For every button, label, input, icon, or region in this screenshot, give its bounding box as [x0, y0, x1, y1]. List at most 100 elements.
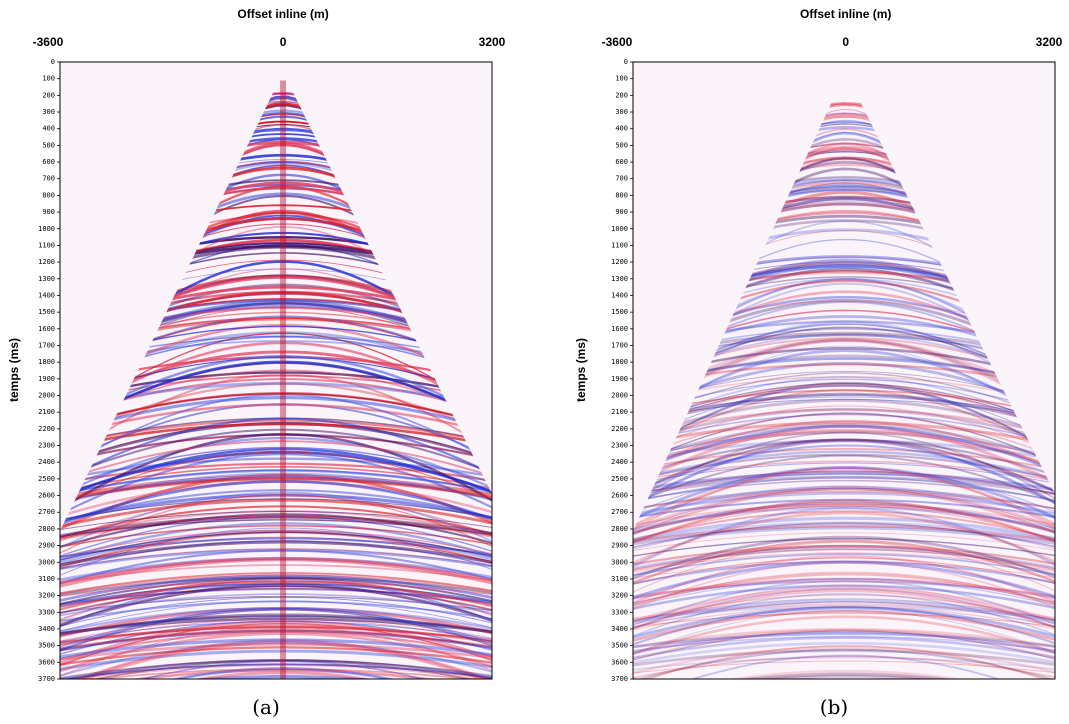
reflection: [60, 378, 492, 420]
y-tick-label: 3600: [38, 658, 55, 666]
reflection: [633, 501, 1055, 535]
reflection: [633, 408, 1055, 437]
reflection: [633, 345, 1055, 430]
reflection: [633, 398, 1055, 440]
reflection: [633, 462, 1055, 485]
reflection: [633, 470, 1055, 496]
reflection: [633, 490, 1055, 511]
reflection: [633, 385, 1055, 429]
reflection: [633, 561, 1055, 610]
reflection: [633, 467, 1055, 528]
y-tick-label: 3200: [611, 592, 628, 600]
reflection: [633, 454, 1055, 505]
reflection: [60, 580, 492, 611]
reflection: [633, 389, 1055, 417]
reflection: [633, 631, 1055, 655]
reflection: [633, 580, 1055, 597]
reflection: [633, 393, 1055, 424]
reflection: [633, 589, 1055, 630]
reflection: [633, 428, 1055, 461]
y-tick-label: 1000: [611, 225, 628, 233]
reflection: [60, 638, 492, 659]
reflection: [633, 541, 1055, 593]
reflection: [633, 383, 1055, 457]
reflection: [60, 620, 492, 655]
y-tick-label: 2100: [611, 408, 628, 416]
reflection: [633, 499, 1055, 544]
reflection: [633, 385, 1055, 443]
y-axis-label: temps (ms): [7, 338, 21, 402]
reflection: [633, 561, 1055, 579]
y-tick-label: 700: [615, 175, 628, 183]
y-tick-label: 3100: [38, 575, 55, 583]
reflection: [60, 440, 492, 482]
reflection: [60, 371, 492, 402]
reflection: [60, 574, 492, 602]
reflection: [60, 360, 492, 432]
reflection: [60, 511, 492, 531]
reflection: [60, 675, 492, 679]
caption: (a): [252, 695, 280, 719]
reflection: [633, 470, 1055, 496]
reflection: [633, 485, 1055, 531]
reflection: [60, 630, 492, 661]
x-tick-label: 0: [842, 35, 849, 49]
reflection: [60, 663, 492, 679]
reflection: [633, 655, 1055, 679]
reflection: [633, 444, 1055, 494]
reflection: [633, 584, 1055, 610]
y-tick-label: 700: [42, 175, 55, 183]
reflection: [633, 476, 1055, 503]
reflection: [633, 560, 1055, 600]
reflection: [633, 669, 1055, 679]
reflection: [60, 513, 492, 548]
reflection: [633, 511, 1055, 565]
reflection: [633, 646, 1055, 674]
reflection: [60, 549, 492, 570]
y-tick-label: 0: [624, 58, 628, 66]
reflection: [633, 632, 1055, 649]
y-tick-label: 1000: [38, 225, 55, 233]
reflection: [633, 627, 1055, 649]
reflection: [633, 636, 1055, 660]
reflection: [60, 451, 492, 506]
reflection: [633, 506, 1055, 568]
reflection: [60, 516, 492, 557]
y-tick-label: 3700: [611, 675, 628, 683]
reflection: [633, 537, 1055, 557]
reflection: [60, 396, 492, 436]
y-tick-label: 0: [51, 58, 55, 66]
reflection: [60, 588, 492, 606]
y-tick-label: 2100: [38, 408, 55, 416]
y-tick-label: 3400: [611, 625, 628, 633]
y-tick-label: 2000: [611, 392, 628, 400]
reflection: [633, 487, 1055, 536]
reflection: [60, 392, 492, 432]
reflection: [633, 532, 1055, 552]
y-tick-label: 800: [615, 191, 628, 199]
y-tick-label: 900: [615, 208, 628, 216]
reflection: [633, 361, 1055, 415]
reflection: [633, 423, 1055, 463]
reflection: [60, 668, 492, 679]
reflection: [60, 665, 492, 679]
plot-background: [633, 62, 1055, 679]
reflection: [60, 393, 492, 471]
reflection: [60, 355, 492, 431]
x-tick-label: 3200: [1036, 35, 1063, 49]
reflection: [633, 521, 1055, 543]
reflection: [60, 621, 492, 643]
reflection: [633, 382, 1055, 427]
reflection: [633, 606, 1055, 646]
reflection: [633, 539, 1055, 584]
reflection: [633, 424, 1055, 486]
reflection: [60, 433, 492, 510]
y-tick-label: 1800: [38, 358, 55, 366]
reflection: [60, 668, 492, 679]
reflection: [633, 429, 1055, 469]
y-tick-label: 1300: [611, 275, 628, 283]
y-tick-label: 300: [615, 108, 628, 116]
y-tick-label: 2700: [611, 508, 628, 516]
reflection: [60, 491, 492, 549]
reflection: [633, 473, 1055, 495]
